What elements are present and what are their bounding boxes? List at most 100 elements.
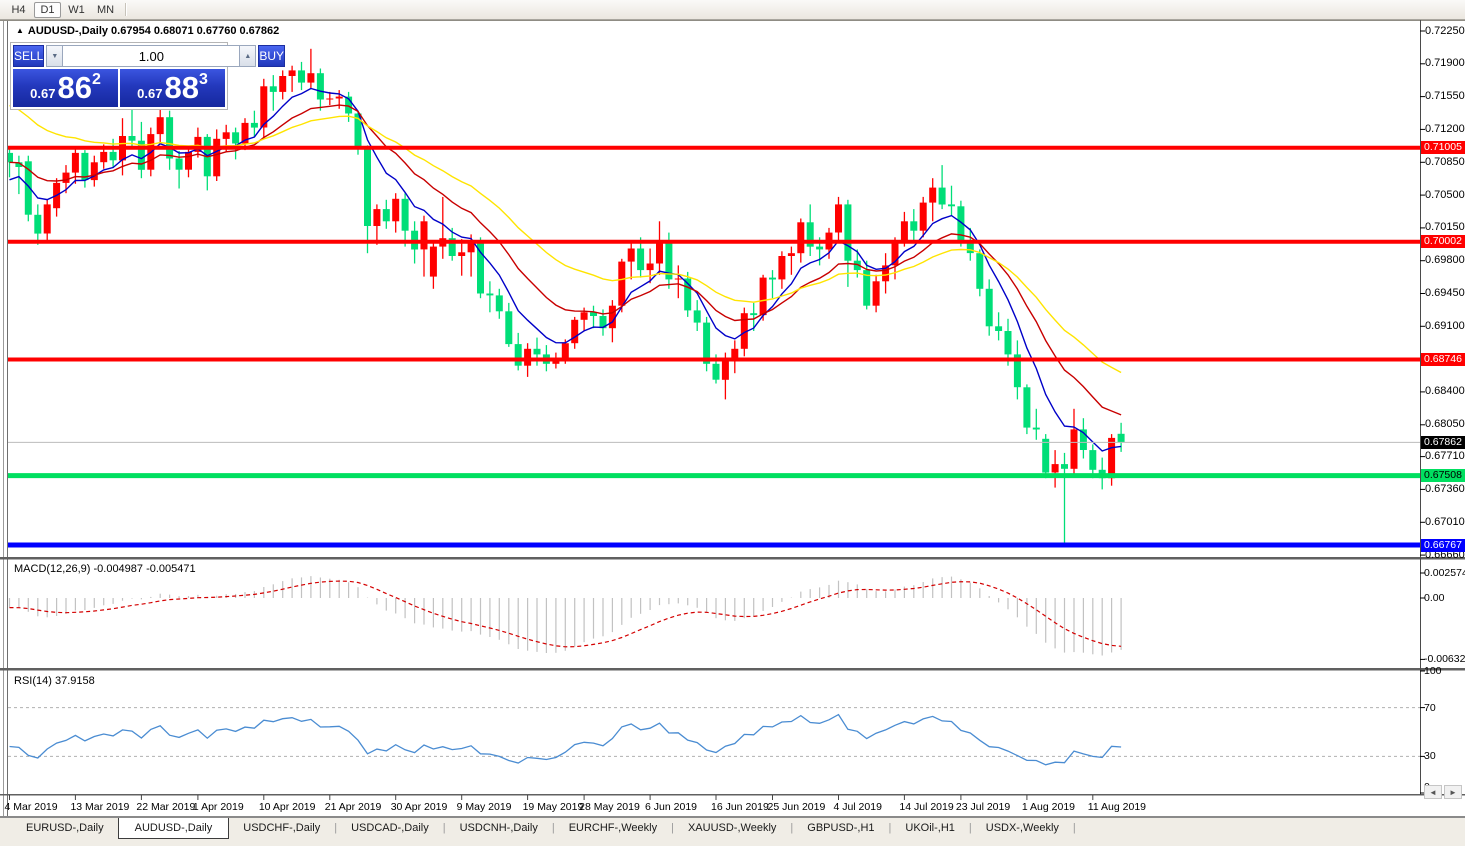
time-axis-label: 28 May 2019 [579,801,640,813]
buy-price-prefix: 0.67 [137,86,163,101]
time-axis-label: 13 Mar 2019 [70,801,130,813]
price-scale-tick-label: 0.70150 [1425,221,1465,234]
price-scale-tick-label: 0.69100 [1425,319,1465,332]
timeframe-mn-button[interactable]: MN [92,2,119,18]
price-scale-tick-label: 0.68400 [1425,385,1465,398]
tab-separator: | [442,822,446,834]
price-scale-tick-label: 0.67710 [1425,450,1465,463]
toolbar-separator [125,3,127,16]
time-axis-label: 1 Aug 2019 [1021,801,1075,813]
time-axis-label: 9 May 2019 [456,801,512,813]
rsi-value-text: 37.9158 [54,675,95,687]
time-axis-label: 11 Aug 2019 [1087,801,1146,813]
macd-pane-label: MACD(12,26,9) -0.004987 -0.005471 [14,563,196,575]
trade-prices-row: 0.67 86 2 0.67 88 3 [13,69,225,107]
time-axis-label: 23 Jul 2019 [955,801,1011,813]
chart-title-text: AUDUSD-,Daily 0.67954 0.68071 0.67760 0.… [27,25,280,37]
chart-tab-bar: EURUSD-,Daily AUDUSD-,Daily USDCHF-,Daily |… [0,817,1465,846]
chart-tab-audusd[interactable]: AUDUSD-,Daily [117,818,230,839]
time-axis-label: 19 May 2019 [522,801,584,813]
price-scale-tick-label: 0.71900 [1425,57,1465,70]
tab-separator: | [334,822,338,834]
buy-button[interactable]: BUY [258,45,286,67]
triangle-down-icon: ▼ [51,52,59,60]
rsi-scale-label: 70 [1424,701,1436,714]
symbol-marker-icon: ▲ [16,26,24,35]
scroll-left-button[interactable]: ◄ [1424,785,1442,799]
rsi-scale-label: 100 [1424,665,1442,677]
sell-price-sup: 2 [91,71,101,88]
timeframe-h4-button[interactable]: H4 [5,2,32,18]
tab-separator: | [1072,822,1076,834]
timeframe-d1-button[interactable]: D1 [34,1,61,18]
volume-decrease-button[interactable]: ▼ [46,45,64,67]
triangle-up-icon: ▲ [244,52,252,60]
time-axis-label: 30 Apr 2019 [390,801,448,813]
volume-stepper: ▼ ▲ [46,45,257,67]
macd-scale-label: 0.002574 [1424,566,1465,579]
horizontal-scrollbar: ◄ ► [1424,785,1462,799]
price-level-tag: 0.71005 [1421,141,1465,155]
timeframe-toolbar: H4 D1 W1 MN [0,0,1465,20]
rsi-scale-label: 30 [1424,750,1436,763]
price-scale-tick-label: 0.72250 [1425,24,1465,37]
tab-separator: | [790,822,794,834]
sell-price-display[interactable]: 0.67 86 2 [13,69,118,107]
chart-tab-usdx[interactable]: USDX-,Weekly [985,822,1059,834]
time-axis-label: 22 Mar 2019 [136,801,196,813]
macd-label-text: MACD(12,26,9) [14,563,91,575]
buy-price-display[interactable]: 0.67 88 3 [120,69,225,107]
price-level-tag: 0.66767 [1421,538,1465,552]
sell-button[interactable]: SELL [13,45,45,67]
chart-tab-eurchf[interactable]: EURCHF-,Weekly [568,822,658,834]
tab-separator: | [888,822,892,834]
price-scale-tick-label: 0.66660 [1425,548,1465,561]
scroll-right-button[interactable]: ► [1444,785,1462,799]
macd-scale-label: -0.006326 [1424,653,1465,666]
sell-price-prefix: 0.67 [30,86,56,101]
price-level-tag: 0.70002 [1421,235,1465,249]
price-scale-tick-label: 0.69800 [1425,254,1465,267]
time-axis-label: 1 Apr 2019 [192,801,244,813]
chart-tab-xauusd[interactable]: XAUUSD-,Weekly [687,822,777,834]
tab-separator: | [551,822,555,834]
price-scale-tick-label: 0.69450 [1425,287,1465,299]
rsi-pane-label: RSI(14) 37.9158 [14,675,95,687]
time-axis-label: 21 Apr 2019 [324,801,382,813]
macd-values-text: -0.004987 -0.005471 [93,563,196,575]
current-price-tag: 0.67862 [1421,435,1465,449]
price-scale-tick-label: 0.70500 [1425,188,1465,201]
price-scale-tick-label: 0.70850 [1425,155,1465,168]
time-axis-label: 14 Jul 2019 [899,801,954,813]
chart-tab-usdcad[interactable]: USDCAD-,Daily [351,822,429,834]
price-scale-tick-label: 0.67360 [1425,482,1465,495]
macd-scale-label: 0.00 [1424,592,1445,604]
price-scale-tick-label: 0.67010 [1425,515,1465,528]
chart-tab-usdcnh[interactable]: USDCNH-,Daily [459,822,538,834]
sell-price-big: 86 [57,70,92,105]
price-level-tag: 0.67508 [1421,469,1465,483]
price-scale-tick-label: 0.71200 [1425,122,1465,135]
buy-price-big: 88 [164,70,199,105]
rsi-label-text: RSI(14) [14,675,52,687]
buy-price-sup: 3 [198,71,208,88]
chart-tab-eurusd[interactable]: EURUSD-,Daily [26,822,104,834]
price-scale-tick-label: 0.68050 [1425,418,1465,431]
chart-tab-usdchf[interactable]: USDCHF-,Daily [243,822,321,834]
volume-input[interactable] [63,45,240,67]
timeframe-w1-button[interactable]: W1 [63,2,90,18]
volume-increase-button[interactable]: ▲ [239,45,257,67]
time-axis-label: 4 Mar 2019 [4,801,58,813]
chart-symbol-label: ▲ AUDUSD-,Daily 0.67954 0.68071 0.67760 0… [16,25,279,37]
time-axis-label: 6 Jun 2019 [645,801,698,813]
chart-tab-ukoil[interactable]: UKOil-,H1 [905,822,955,834]
chart-tab-gbpusd[interactable]: GBPUSD-,H1 [807,822,875,834]
time-axis-label: 25 Jun 2019 [767,801,826,813]
price-scale-tick-label: 0.71550 [1425,90,1465,103]
price-level-tag: 0.68746 [1421,353,1465,366]
tab-separator: | [671,822,674,834]
trade-controls-row: SELL ▼ ▲ BUY [13,45,286,67]
